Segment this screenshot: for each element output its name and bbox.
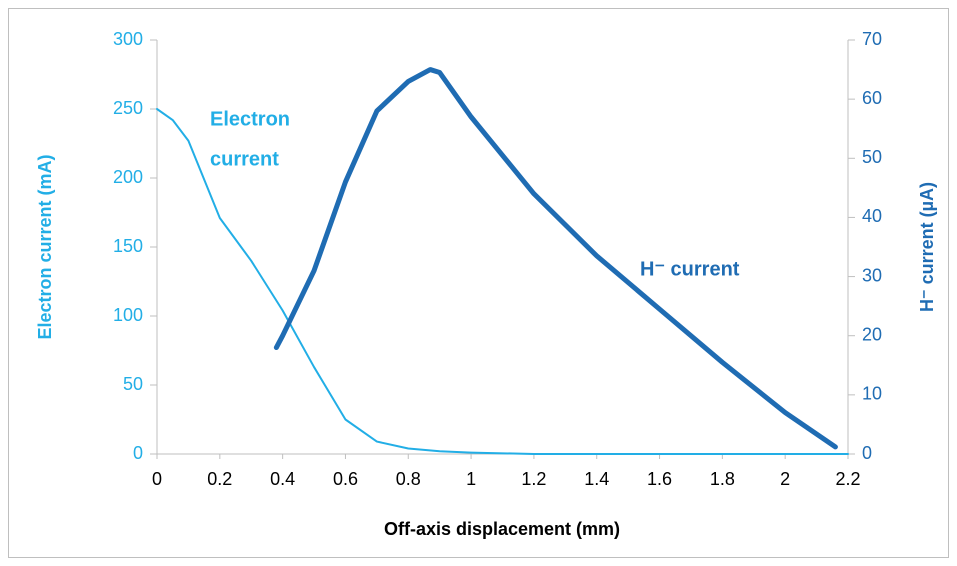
x-tick-label: 1.6: [647, 469, 672, 489]
y2-tick-label: 0: [862, 443, 872, 463]
y2-tick-label: 50: [862, 147, 882, 167]
y-tick-label: 150: [113, 236, 143, 256]
x-tick-label: 0: [152, 469, 162, 489]
series-line: [273, 67, 838, 450]
y2-tick-label: 30: [862, 265, 882, 285]
y-tick-label: 50: [123, 374, 143, 394]
x-tick-label: 1.2: [521, 469, 546, 489]
x-tick-label: 0.4: [270, 469, 295, 489]
y2-tick-label: 10: [862, 384, 882, 404]
x-tick-label: 0.6: [333, 469, 358, 489]
x-tick-label: 1.4: [584, 469, 609, 489]
series-annotation: current: [210, 148, 279, 170]
y-axis-title: Electron current (mA): [35, 154, 55, 339]
y2-tick-label: 40: [862, 206, 882, 226]
x-axis-title: Off-axis displacement (mm): [384, 519, 620, 539]
x-tick-label: 0.2: [207, 469, 232, 489]
series-line: [156, 108, 849, 455]
y-tick-label: 100: [113, 305, 143, 325]
x-tick-label: 0.8: [396, 469, 421, 489]
series-annotation: Electron: [210, 108, 290, 130]
y2-tick-label: 60: [862, 88, 882, 108]
x-tick-label: 1.8: [710, 469, 735, 489]
x-tick-label: 2: [780, 469, 790, 489]
y2-tick-label: 70: [862, 29, 882, 49]
x-tick-label: 2.2: [835, 469, 860, 489]
y-tick-label: 300: [113, 29, 143, 49]
y-tick-label: 250: [113, 98, 143, 118]
y-tick-label: 200: [113, 167, 143, 187]
chart-frame: [8, 8, 949, 558]
y2-axis-title: H⁻ current (µA): [917, 182, 937, 312]
x-tick-label: 1: [466, 469, 476, 489]
series-annotation: H⁻ current: [640, 258, 740, 280]
y-tick-label: 0: [133, 443, 143, 463]
y2-tick-label: 20: [862, 324, 882, 344]
